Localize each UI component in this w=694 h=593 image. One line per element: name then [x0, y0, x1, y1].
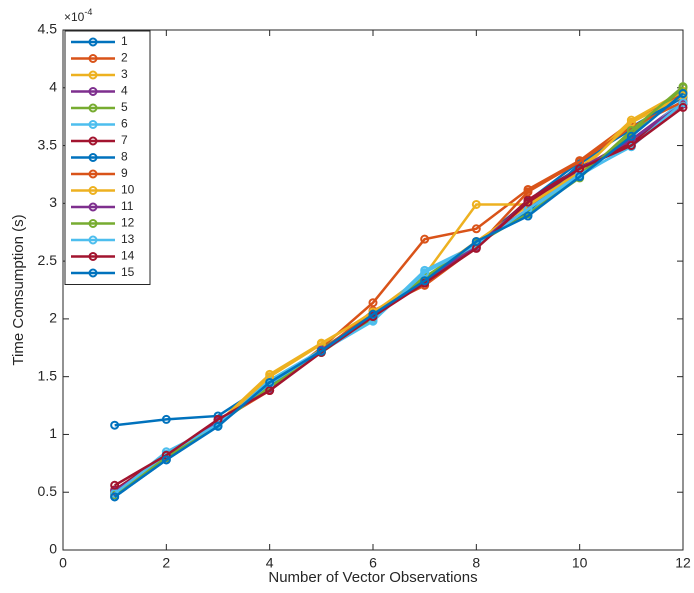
y-tick-label: 3: [49, 194, 57, 210]
marker: [523, 211, 533, 221]
x-tick-label: 2: [162, 555, 170, 571]
marker: [471, 224, 481, 234]
x-tick-label: 6: [369, 555, 377, 571]
multiplier-exponent: -4: [84, 7, 92, 17]
marker: [575, 164, 585, 174]
y-tick-label: 0: [49, 541, 57, 557]
marker: [161, 414, 171, 424]
legend-label: 8: [121, 150, 128, 164]
legend-label: 15: [121, 265, 135, 279]
marker: [316, 346, 326, 356]
legend-label: 5: [121, 100, 128, 114]
legend-label: 2: [121, 51, 128, 65]
legend-marker: [88, 268, 98, 278]
marker: [678, 102, 688, 112]
legend-label: 11: [121, 199, 134, 213]
legend-label: 14: [121, 249, 135, 263]
y-tick-label: 2: [49, 310, 57, 326]
marker: [110, 480, 120, 490]
marker: [523, 197, 533, 207]
y-tick-label: 4.5: [38, 21, 58, 37]
marker: [110, 492, 120, 502]
legend-marker: [88, 153, 98, 162]
series-line: [114, 106, 684, 487]
x-tick-label: 8: [472, 555, 480, 571]
legend-marker: [88, 235, 98, 245]
marker: [471, 199, 481, 209]
multiplier-base: ×10: [64, 10, 85, 24]
legend-label: 9: [121, 166, 128, 180]
y-tick-label: 0.5: [38, 483, 58, 499]
marker: [265, 377, 275, 387]
legend-marker: [88, 120, 98, 129]
x-tick-label: 4: [266, 555, 274, 571]
x-tick-label: 12: [675, 555, 691, 571]
marker: [575, 172, 585, 182]
series-line: [113, 92, 684, 498]
marker: [626, 117, 636, 127]
legend-marker: [88, 37, 98, 47]
legend-marker: [88, 54, 98, 63]
legend-label: 4: [121, 84, 128, 98]
marker: [678, 98, 688, 108]
legend-label: 3: [121, 67, 128, 81]
marker: [471, 236, 481, 246]
y-tick-label: 1.5: [38, 367, 58, 383]
legend-marker: [88, 103, 98, 113]
marker: [626, 126, 636, 136]
x-tick-label: 0: [59, 555, 67, 571]
marker: [368, 298, 378, 308]
x-axis-label: Number of Vector Observations: [268, 569, 477, 586]
legend-label: 12: [121, 216, 135, 230]
marker: [265, 386, 275, 396]
y-tick-label: 2.5: [38, 252, 58, 268]
legend-marker: [88, 186, 98, 195]
y-multiplier: ×10-4: [64, 7, 92, 24]
legend-marker: [88, 87, 98, 96]
y-tick-label: 3.5: [38, 136, 58, 152]
legend-label: 1: [121, 34, 128, 48]
legend-marker: [88, 202, 98, 212]
marker: [626, 141, 636, 151]
marker: [368, 309, 378, 319]
legend-marker: [88, 169, 98, 179]
legend-marker: [88, 252, 98, 261]
plot-area: [62, 29, 684, 551]
marker: [523, 187, 533, 197]
y-axis-label: Time Comsumption (s): [10, 214, 27, 365]
marker: [420, 268, 430, 278]
marker: [420, 234, 430, 244]
marker: [420, 276, 430, 286]
marker: [161, 455, 171, 465]
legend-label: 7: [121, 133, 128, 147]
legend-label: 10: [121, 183, 135, 197]
x-tick-label: 10: [572, 555, 588, 571]
legend-label: 13: [121, 232, 135, 246]
y-tick-label: 1: [49, 425, 57, 441]
marker: [110, 420, 120, 430]
marker: [213, 421, 223, 431]
marker: [626, 131, 636, 141]
legend-marker: [88, 136, 98, 146]
y-tick-label: 4: [49, 78, 57, 94]
legend-marker: [88, 70, 98, 80]
legend-label: 6: [121, 117, 128, 131]
legend-marker: [88, 219, 98, 228]
marker: [678, 89, 688, 99]
